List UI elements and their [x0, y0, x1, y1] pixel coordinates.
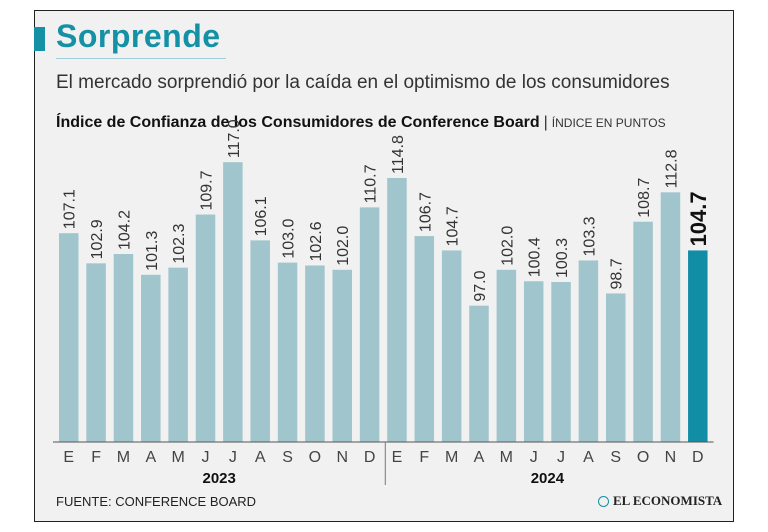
x-tick-label: M — [117, 449, 130, 466]
data-label: 102.3 — [171, 224, 188, 264]
x-tick-label: A — [145, 449, 156, 466]
data-label: 107.1 — [62, 189, 79, 229]
bar — [523, 281, 544, 442]
bar — [578, 260, 599, 442]
bar — [113, 254, 134, 442]
headline-accent-bar — [34, 27, 45, 51]
bar — [86, 263, 106, 442]
x-tick-label: S — [282, 449, 293, 466]
x-tick-label: D — [692, 449, 704, 466]
data-label: 106.7 — [417, 192, 434, 232]
data-label: 110.7 — [363, 164, 380, 203]
data-label: 104.2 — [116, 210, 133, 250]
data-label: 109.7 — [199, 170, 216, 210]
year-label: 2024 — [531, 470, 565, 487]
x-tick-label: O — [637, 449, 649, 466]
headline: Sorprende — [56, 18, 221, 54]
bar — [496, 269, 517, 442]
data-label: 117.0 — [226, 119, 243, 158]
data-label: 102.0 — [499, 226, 516, 266]
bar — [414, 236, 435, 442]
x-tick-label: O — [309, 449, 321, 466]
x-tick-label: E — [63, 449, 74, 466]
chart-title: Índice de Confianza de los Consumidores … — [56, 114, 666, 132]
data-label: 112.8 — [663, 149, 680, 188]
bar — [633, 221, 653, 442]
source-note: FUENTE: CONFERENCE BOARD — [56, 494, 257, 509]
bar — [441, 250, 462, 442]
bar — [223, 162, 243, 443]
data-label: 108.7 — [636, 178, 653, 218]
x-tick-label: A — [583, 449, 594, 466]
x-tick-label: A — [255, 449, 266, 466]
data-label: 100.3 — [554, 238, 571, 278]
data-label: 100.4 — [527, 237, 544, 277]
x-tick-label: F — [91, 449, 101, 466]
data-label: 104.7 — [686, 191, 711, 246]
bar — [141, 274, 161, 442]
bar — [660, 192, 681, 442]
x-tick-label: A — [474, 449, 485, 466]
bar — [250, 240, 270, 442]
data-label: 103.0 — [281, 218, 298, 258]
x-tick-label: J — [202, 449, 210, 466]
data-label: 97.0 — [472, 270, 489, 301]
bar — [277, 262, 298, 442]
bar — [688, 250, 708, 442]
data-label: 103.3 — [581, 216, 598, 256]
bar — [332, 269, 352, 442]
x-tick-label: D — [364, 449, 376, 466]
bar — [195, 214, 216, 442]
data-label: 114.8 — [390, 135, 407, 174]
data-label: 102.6 — [308, 221, 325, 261]
bar — [59, 233, 79, 442]
bar — [168, 267, 188, 442]
bar — [359, 207, 380, 442]
brand-logo: EL ECONOMISTA — [598, 493, 722, 509]
data-label: 98.7 — [609, 258, 626, 289]
x-tick-label: J — [530, 449, 538, 466]
headline-underline — [56, 58, 226, 59]
x-tick-label: E — [392, 449, 403, 466]
x-tick-label: S — [610, 449, 621, 466]
data-label: 101.3 — [144, 231, 161, 271]
x-tick-label: N — [336, 449, 348, 466]
data-label: 106.1 — [253, 196, 270, 236]
year-label: 2023 — [202, 470, 235, 487]
x-tick-label: M — [445, 449, 458, 466]
x-tick-label: F — [419, 449, 429, 466]
chart-title-separator: | — [543, 114, 548, 131]
x-tick-label: M — [171, 449, 184, 466]
bar — [469, 305, 489, 442]
data-label: 102.9 — [89, 219, 106, 259]
bar — [606, 293, 626, 442]
brand-globe-icon — [598, 495, 609, 507]
brand-name: EL ECONOMISTA — [613, 493, 723, 508]
x-tick-label: J — [557, 449, 565, 466]
x-tick-label: J — [229, 449, 237, 466]
bar — [305, 265, 325, 442]
x-tick-label: N — [665, 449, 677, 466]
data-label: 104.7 — [445, 206, 462, 246]
x-tick-label: M — [500, 449, 513, 466]
chart-title-main: Índice de Confianza de los Consumidores … — [56, 114, 540, 131]
bar — [551, 281, 571, 442]
subtitle: El mercado sorprendió por la caída en el… — [56, 72, 670, 93]
chart-unit-label: ÍNDICE EN PUNTOS — [551, 116, 666, 130]
bar — [387, 177, 407, 442]
data-label: 102.0 — [335, 226, 352, 266]
